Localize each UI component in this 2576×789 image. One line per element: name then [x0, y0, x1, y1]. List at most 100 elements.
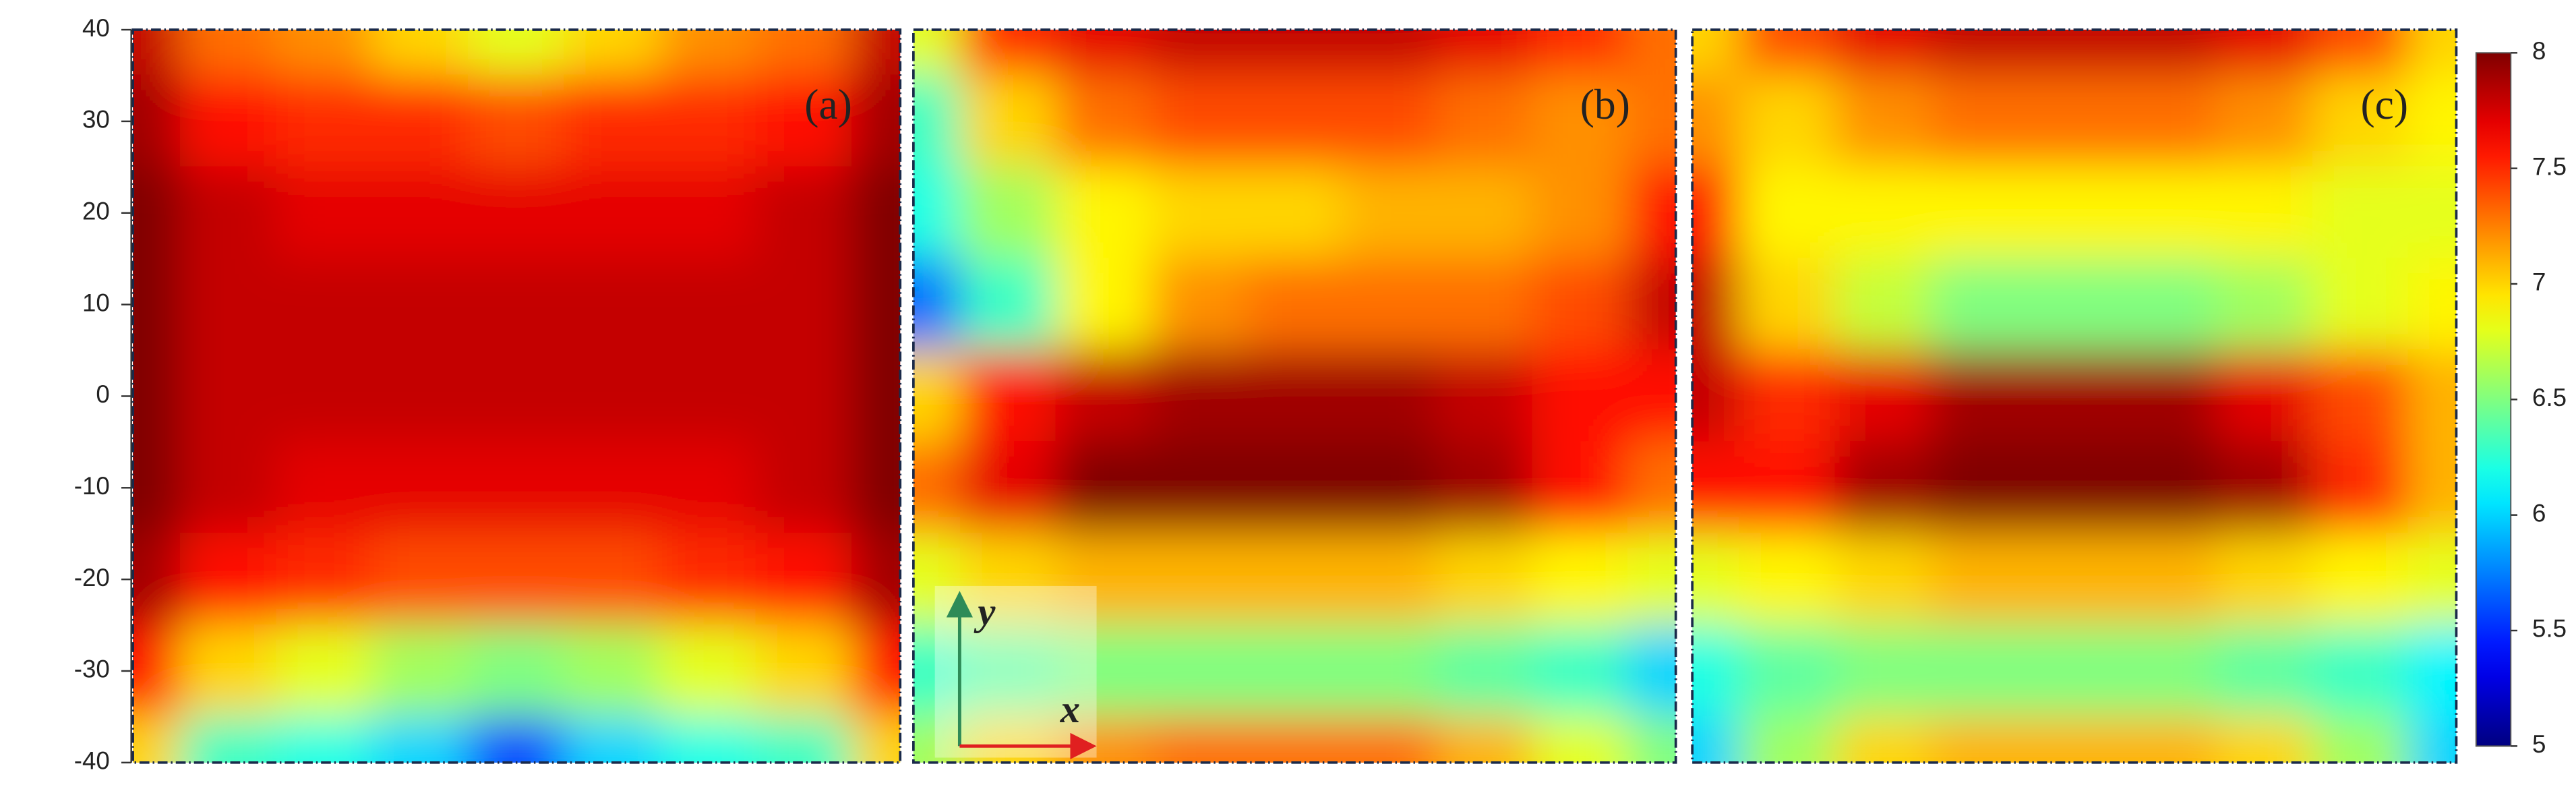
heat-cell — [1930, 74, 2028, 169]
heat-cell — [1739, 74, 1836, 169]
heat-cell — [659, 30, 758, 77]
heat-cell — [564, 349, 661, 443]
heat-cell — [1834, 624, 1932, 718]
heat-cell — [1930, 258, 2028, 351]
heat-cell — [960, 349, 1058, 443]
heat-cell — [960, 30, 1058, 77]
colorbar-tick-label: 7 — [2532, 268, 2546, 296]
heat-cell — [1055, 532, 1153, 626]
heat-cell — [467, 166, 566, 260]
y-tick-label: 10 — [82, 289, 110, 316]
heat-cell — [2312, 258, 2409, 351]
heat-cell — [1930, 441, 2028, 535]
inset-x-label: x — [1060, 687, 1080, 731]
heat-cell — [1739, 441, 1836, 535]
heat-cell — [2407, 715, 2457, 763]
heat-cell — [755, 30, 853, 77]
heat-cell — [851, 349, 901, 443]
heat-cell — [1246, 166, 1344, 260]
heat-cell — [960, 166, 1058, 260]
heat-cell — [1930, 166, 2028, 260]
heat-cell — [913, 624, 962, 718]
heat-cell — [2312, 441, 2409, 535]
heat-cell — [659, 624, 758, 718]
heat-cell — [755, 74, 853, 169]
heat-cell — [1692, 30, 1741, 77]
heat-cell — [133, 30, 182, 77]
heat-cell — [1532, 166, 1629, 260]
heat-cell — [851, 258, 901, 351]
heat-cell — [913, 715, 962, 763]
heat-cell — [1532, 349, 1629, 443]
heat-cell — [1341, 715, 1439, 763]
heat-cell — [2312, 715, 2409, 763]
heat-cell — [960, 258, 1058, 351]
heat-cell — [133, 74, 182, 169]
heat-cell — [1834, 166, 1932, 260]
colorbar-tick-label: 6 — [2532, 499, 2546, 527]
heat-cell — [276, 624, 374, 718]
heat-cell — [133, 349, 182, 443]
heat-cell — [276, 532, 374, 626]
heat-cell — [1692, 74, 1741, 169]
heat-cell — [180, 441, 278, 535]
heat-cell — [1627, 258, 1676, 351]
heat-cell — [180, 166, 278, 260]
heat-cell — [2121, 349, 2219, 443]
heat-cell — [1739, 532, 1836, 626]
heat-field — [133, 30, 901, 763]
heat-cell — [1834, 30, 1932, 77]
heat-cell — [2407, 441, 2457, 535]
heat-cell — [371, 715, 470, 763]
heat-cell — [2217, 258, 2314, 351]
heat-cell — [180, 715, 278, 763]
heat-cell — [564, 532, 661, 626]
heat-cell — [913, 349, 962, 443]
heat-cell — [851, 532, 901, 626]
heat-cell — [1627, 30, 1676, 77]
heat-cell — [564, 74, 661, 169]
heat-cell — [1341, 441, 1439, 535]
heat-cell — [2217, 441, 2314, 535]
heat-cell — [276, 349, 374, 443]
heat-cell — [564, 441, 661, 535]
heat-cell — [1151, 624, 1248, 718]
heat-cell — [2217, 166, 2314, 260]
heat-cell — [960, 715, 1058, 763]
heat-cell — [1532, 715, 1629, 763]
heat-cell — [2217, 30, 2314, 77]
heat-cell — [1739, 349, 1836, 443]
heat-cell — [2407, 624, 2457, 718]
heat-cell — [960, 441, 1058, 535]
heat-cell — [851, 441, 901, 535]
panel — [913, 30, 1676, 763]
heat-cell — [2025, 624, 2123, 718]
heat-cell — [2025, 30, 2123, 77]
heat-cell — [1692, 624, 1741, 718]
colorbar-tick-label: 6.5 — [2532, 384, 2567, 411]
colorbar-tick-label: 7.5 — [2532, 152, 2567, 180]
heat-cell — [1627, 532, 1676, 626]
heat-cell — [180, 74, 278, 169]
y-tick-label: 20 — [82, 197, 110, 225]
heat-cell — [1151, 532, 1248, 626]
heat-cell — [1930, 30, 2028, 77]
heat-cell — [1055, 441, 1153, 535]
heat-cell — [467, 74, 566, 169]
heat-field — [1692, 30, 2457, 763]
heat-cell — [1627, 715, 1676, 763]
heat-cell — [1246, 349, 1344, 443]
heat-cell — [1834, 349, 1932, 443]
heat-cell — [1341, 258, 1439, 351]
heat-cell — [1692, 349, 1741, 443]
heat-cell — [180, 532, 278, 626]
y-tick-label: 30 — [82, 106, 110, 134]
heat-cell — [133, 441, 182, 535]
heat-cell — [851, 624, 901, 718]
heat-cell — [2407, 30, 2457, 77]
heat-cell — [2312, 624, 2409, 718]
heat-cell — [276, 74, 374, 169]
heat-cell — [1692, 166, 1741, 260]
heat-cell — [1437, 258, 1534, 351]
heat-cell — [755, 166, 853, 260]
